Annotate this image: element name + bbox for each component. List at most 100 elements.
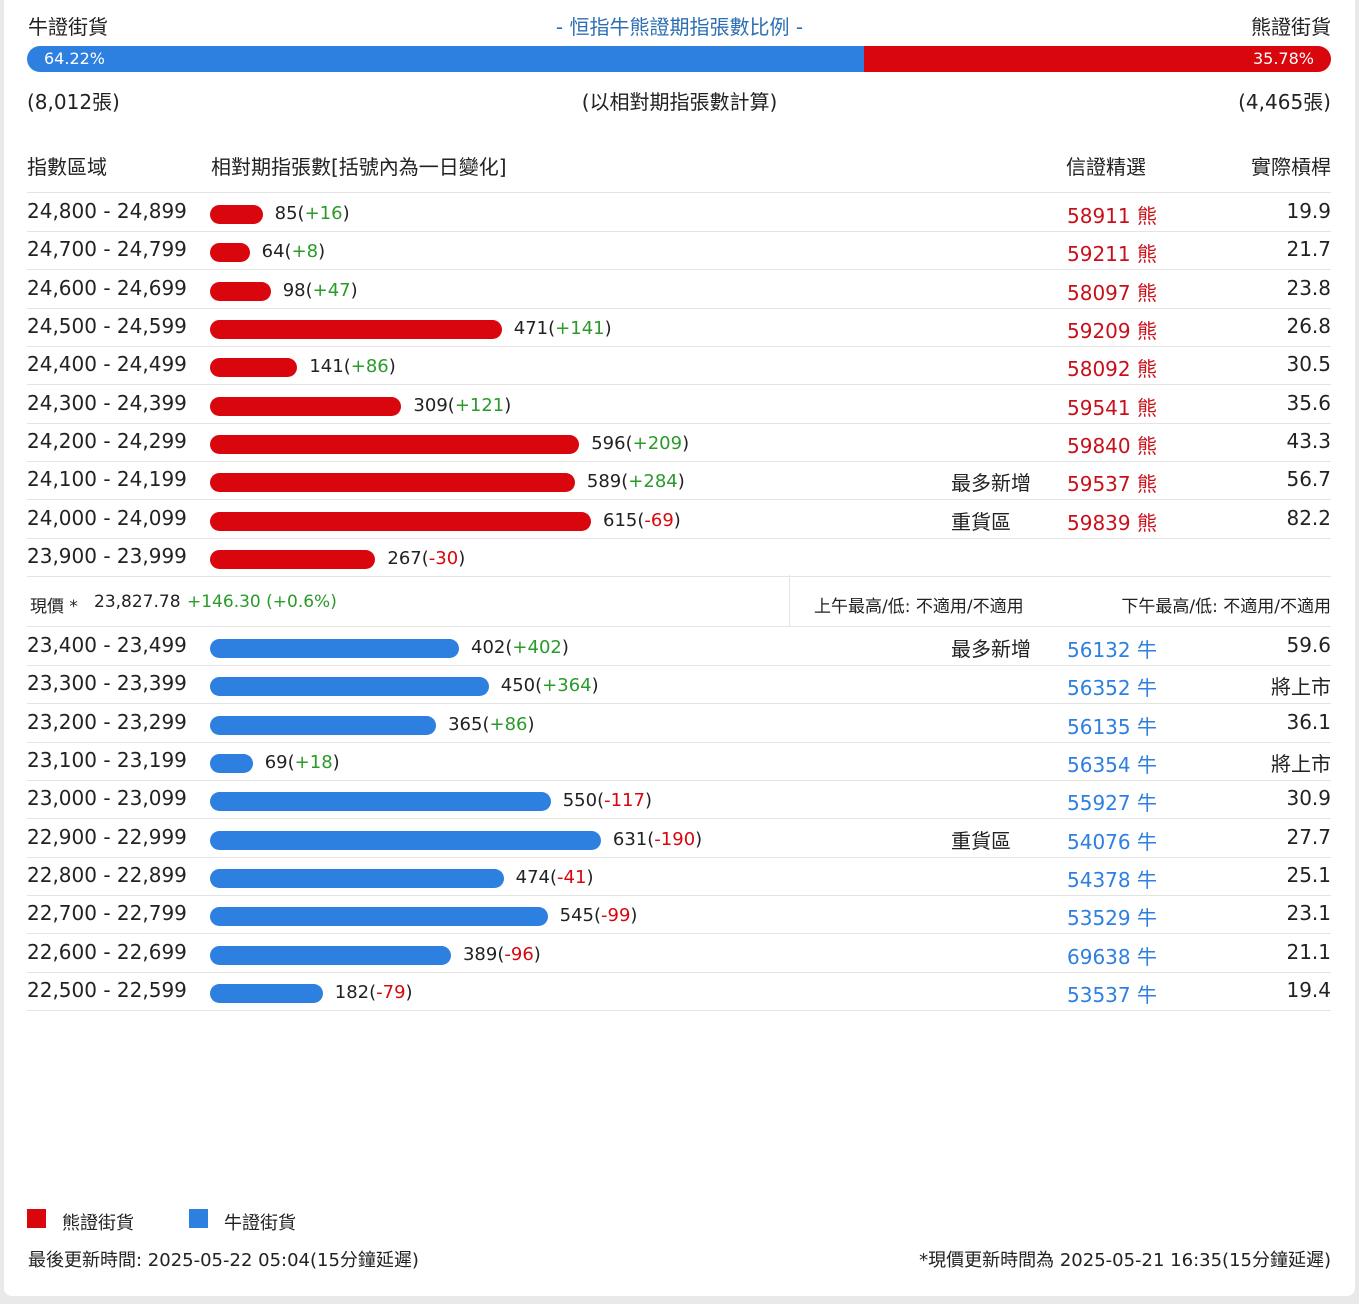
warrant-code[interactable]: 58911 熊	[1067, 204, 1157, 228]
bull-row: 22,600 - 22,699 389(-96) 69638 牛 21.1	[27, 934, 1331, 973]
chart-title: - 恒指牛熊證期指張數比例 -	[555, 15, 804, 39]
daily-change: -190	[654, 828, 696, 850]
effective-leverage: 25.1	[1286, 863, 1331, 888]
bull-row: 23,400 - 23,499 402(+402) 最多新增 56132 牛 59.6	[27, 627, 1331, 666]
bull-bar	[210, 754, 253, 774]
warrant-code[interactable]: 59541 熊	[1067, 395, 1157, 420]
effective-leverage: 30.9	[1286, 786, 1331, 811]
last-updated: 最後更新時間: 2025-05-22 05:04(15分鐘延遲)	[28, 1250, 419, 1271]
index-range: 24,100 - 24,199	[27, 467, 187, 492]
row-tag: 最多新增	[951, 637, 1031, 661]
bull-bar	[210, 869, 504, 889]
legend-bear-swatch	[27, 1209, 46, 1228]
index-range: 22,900 - 22,999	[27, 824, 187, 849]
warrant-code[interactable]: 56132 牛	[1067, 638, 1157, 662]
bear-count: (4,465張)	[1238, 90, 1331, 114]
col-qty-header: 相對期指張數[括號內為一日變化]	[211, 155, 507, 179]
warrant-code[interactable]: 54378 牛	[1067, 868, 1157, 893]
contract-qty: 365(+86)	[448, 713, 535, 735]
row-tag: 重貨區	[951, 828, 1011, 853]
bear-row: 24,300 - 24,399 309(+121) 59541 熊 35.6	[27, 385, 1331, 424]
bear-bar	[210, 205, 263, 224]
index-range: 22,700 - 22,799	[27, 901, 187, 926]
warrant-code[interactable]: 59209 熊	[1067, 319, 1157, 344]
daily-change: -41	[557, 867, 587, 889]
bull-count: (8,012張)	[27, 90, 120, 114]
bear-outstanding-label: 熊證街貨	[1251, 15, 1331, 39]
effective-leverage: 36.1	[1286, 709, 1331, 734]
contract-qty: 402(+402)	[471, 637, 569, 658]
bear-row: 24,700 - 24,799 64(+8) 59211 熊 21.7	[27, 231, 1331, 271]
bull-row: 23,000 - 23,099 550(-117) 55927 牛 30.9	[27, 780, 1331, 820]
effective-leverage: 23.8	[1286, 275, 1331, 300]
daily-change: +402	[512, 637, 562, 658]
effective-leverage: 21.7	[1286, 237, 1331, 262]
index-range: 24,300 - 24,399	[27, 390, 187, 415]
price-divider	[789, 575, 790, 626]
daily-change: +16	[304, 203, 343, 224]
bull-bar	[210, 639, 460, 658]
bear-row: 24,000 - 24,099 615(-69) 重貨區 59839 熊 82.2	[27, 500, 1331, 539]
effective-leverage: 26.8	[1286, 314, 1331, 339]
index-range: 24,200 - 24,299	[27, 429, 187, 454]
header-divider	[27, 192, 1331, 193]
bear-row: 24,600 - 24,699 98(+47) 58097 熊 23.8	[27, 270, 1331, 309]
warrant-code[interactable]: 59840 熊	[1067, 434, 1157, 459]
ratio-bull-segment: 64.22%	[27, 46, 865, 72]
effective-leverage: 將上市	[1271, 752, 1331, 777]
col-range-header: 指數區域	[27, 155, 107, 179]
bull-row: 22,800 - 22,899 474(-41) 54378 牛 25.1	[27, 857, 1331, 897]
warrant-code[interactable]: 53529 牛	[1067, 906, 1157, 931]
warrant-code[interactable]: 59839 熊	[1067, 510, 1157, 535]
warrant-code[interactable]: 54076 牛	[1067, 829, 1157, 854]
bull-row: 22,900 - 22,999 631(-190) 重貨區 54076 牛 27.7	[27, 819, 1331, 858]
effective-leverage: 21.1	[1286, 939, 1331, 964]
bear-bar	[210, 473, 575, 493]
contract-qty: 389(-96)	[462, 943, 541, 965]
bull-bar	[210, 945, 451, 965]
warrant-code[interactable]: 59537 熊	[1067, 472, 1157, 497]
warrant-code[interactable]: 58092 熊	[1067, 357, 1157, 382]
price-value: 23,827.78	[94, 592, 181, 612]
warrant-code[interactable]: 55927 牛	[1067, 791, 1157, 816]
warrant-code[interactable]: 69638 牛	[1067, 944, 1157, 969]
contract-qty: 631(-190)	[612, 828, 703, 850]
contract-qty: 471(+141)	[513, 318, 612, 340]
index-range: 24,400 - 24,499	[27, 352, 187, 377]
effective-leverage: 27.7	[1286, 824, 1331, 849]
warrant-code[interactable]: 53537 牛	[1067, 983, 1157, 1008]
warrant-code[interactable]: 56352 牛	[1067, 676, 1157, 701]
bear-bar	[210, 550, 376, 570]
contract-qty: 474(-41)	[515, 867, 594, 889]
index-range: 23,200 - 23,299	[27, 709, 187, 734]
col-leverage-header: 實際槓桿	[1251, 155, 1331, 179]
contract-qty: 450(+364)	[500, 675, 599, 697]
bear-bar	[210, 243, 250, 263]
row-tag: 最多新增	[951, 471, 1031, 496]
cbbc-panel: 牛證街貨 - 恒指牛熊證期指張數比例 - 熊證街貨 64.22% 35.78% …	[4, 0, 1355, 1296]
ratio-note: (以相對期指張數計算)	[581, 90, 778, 114]
bear-row: 23,900 - 23,999 267(-30)	[27, 538, 1331, 578]
warrant-code[interactable]: 56354 牛	[1067, 753, 1157, 778]
ratio-bar: 64.22% 35.78%	[27, 46, 1331, 72]
bear-row: 24,100 - 24,199 589(+284) 最多新增 59537 熊 56.7	[27, 461, 1331, 501]
contract-qty: 267(-30)	[387, 548, 466, 570]
contract-qty: 141(+86)	[309, 356, 396, 378]
index-range: 24,500 - 24,599	[27, 314, 187, 339]
index-range: 22,800 - 22,899	[27, 863, 187, 888]
bull-outstanding-label: 牛證街貨	[28, 15, 108, 39]
bear-row: 24,200 - 24,299 596(+209) 59840 熊 43.3	[27, 423, 1331, 463]
price-label: 現價 *	[30, 597, 78, 617]
bear-bar	[210, 396, 402, 416]
index-range: 23,300 - 23,399	[27, 671, 187, 696]
index-range: 24,800 - 24,899	[27, 199, 187, 223]
bear-bar	[210, 320, 502, 340]
daily-change: +364	[542, 675, 592, 697]
daily-change: -96	[504, 943, 534, 965]
index-range: 23,000 - 23,099	[27, 786, 187, 811]
contract-qty: 615(-69)	[603, 509, 681, 531]
warrant-code[interactable]: 59211 熊	[1067, 242, 1157, 267]
warrant-code[interactable]: 56135 牛	[1067, 714, 1157, 739]
warrant-code[interactable]: 58097 熊	[1067, 280, 1157, 305]
bull-bar	[210, 792, 551, 812]
